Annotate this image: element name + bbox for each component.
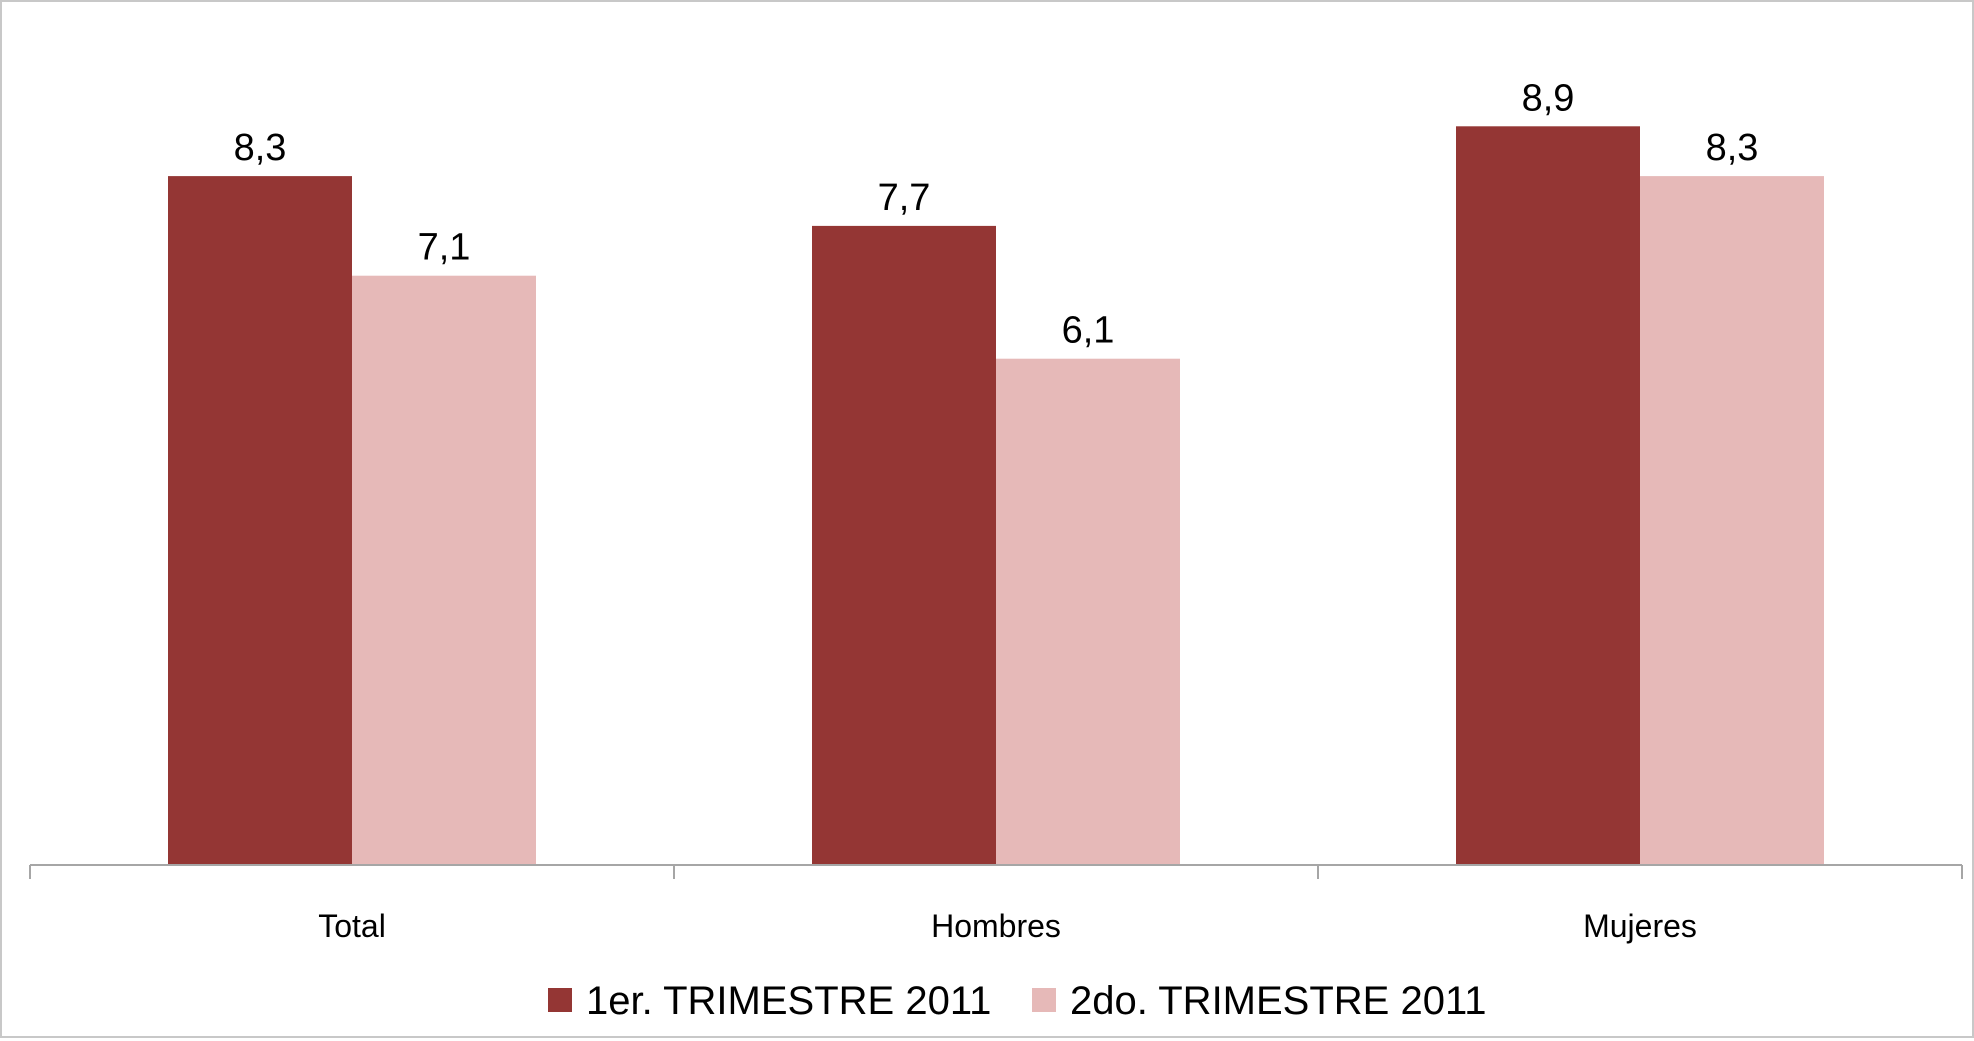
bar-hombres-series-2	[996, 358, 1180, 865]
data-labels: 8,3 7,1 7,7 6,1 8,9 8,3	[234, 77, 1759, 351]
category-label-total: Total	[318, 908, 386, 944]
legend-label-series-1: 1er. TRIMESTRE 2011	[586, 979, 991, 1023]
data-label-mujeres-series-2: 8,3	[1706, 127, 1759, 169]
legend: 1er. TRIMESTRE 2011 2do. TRIMESTRE 2011	[548, 979, 1486, 1023]
data-label-hombres-series-1: 7,7	[878, 177, 931, 219]
data-label-mujeres-series-1: 8,9	[1522, 77, 1575, 119]
legend-swatch-series-2	[1032, 988, 1056, 1012]
bar-mujeres-series-2	[1640, 176, 1824, 866]
legend-swatch-series-1	[548, 988, 572, 1012]
data-label-hombres-series-2: 6,1	[1062, 310, 1115, 352]
bar-hombres-series-1	[812, 225, 996, 865]
bar-total-series-2	[352, 275, 536, 865]
legend-label-series-2: 2do. TRIMESTRE 2011	[1070, 979, 1486, 1023]
category-label-hombres: Hombres	[931, 908, 1061, 944]
bar-total-series-1	[168, 176, 352, 866]
x-axis: Total Hombres Mujeres	[29, 864, 1963, 944]
bar-mujeres-series-1	[1456, 126, 1640, 866]
data-label-total-series-1: 8,3	[234, 127, 287, 169]
bars-layer	[168, 126, 1824, 866]
category-label-mujeres: Mujeres	[1583, 908, 1697, 944]
data-label-total-series-2: 7,1	[418, 227, 471, 269]
